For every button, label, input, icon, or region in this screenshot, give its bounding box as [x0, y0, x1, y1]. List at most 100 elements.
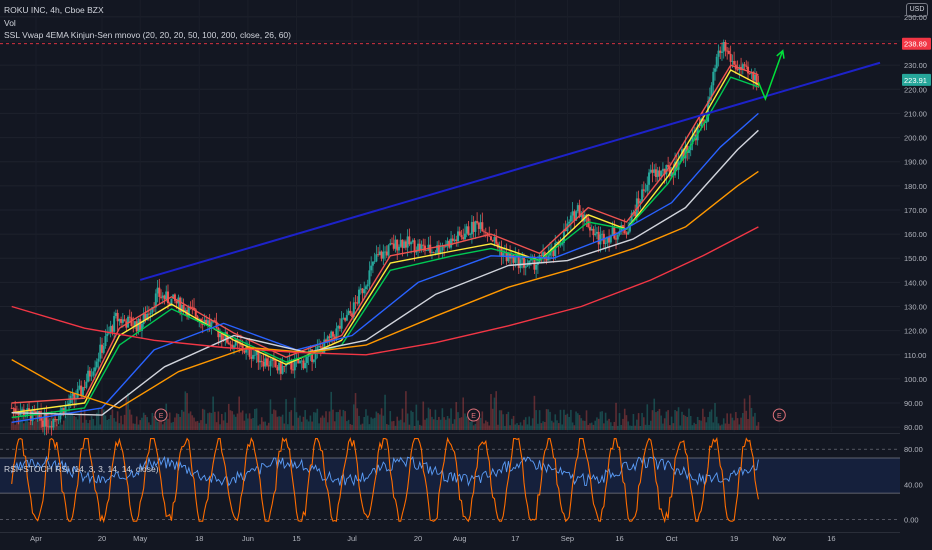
volume-bar — [254, 409, 256, 430]
volume-bar — [721, 424, 723, 430]
candle-body — [118, 319, 121, 322]
volume-bar — [125, 395, 128, 430]
candle-body — [580, 214, 583, 217]
volume-bar — [660, 415, 662, 430]
volume-bar — [596, 417, 598, 430]
candle-body — [689, 144, 692, 151]
volume-bar — [135, 416, 138, 430]
volume-bar — [663, 418, 666, 430]
candle-body — [573, 211, 576, 221]
candle-body — [641, 189, 644, 201]
volume-bar — [688, 408, 690, 430]
volume-bar — [71, 414, 74, 430]
candle-body — [35, 411, 37, 414]
candle-body — [55, 419, 58, 421]
volume-bar — [75, 416, 77, 430]
volume-bar — [205, 423, 207, 430]
volume-bar — [597, 418, 600, 430]
volume-bar — [537, 423, 539, 430]
volume-bar — [149, 424, 152, 430]
candle-body — [290, 360, 293, 370]
x-axis[interactable]: Apr 20 May 18 Jun 15 Jul 20 Aug 17 Sep 16 Oct 19 Nov 16 — [30, 534, 835, 543]
projection-arrowhead — [776, 49, 785, 59]
price-tag-background — [902, 37, 931, 50]
candle-body — [391, 243, 394, 244]
candle-body — [562, 229, 565, 243]
volume-legend: Vol — [4, 18, 16, 28]
volume-bar — [326, 422, 329, 430]
volume-bar — [76, 419, 79, 430]
x-tick-label: 19 — [730, 534, 738, 543]
candle-body — [172, 294, 175, 299]
volume-bar — [616, 425, 619, 430]
volume-bar — [471, 416, 473, 430]
candle-body — [474, 221, 477, 232]
candle-body — [109, 325, 112, 333]
candle-body — [545, 259, 548, 261]
volume-bar — [281, 414, 284, 430]
candle-body — [292, 369, 295, 371]
volume-bar — [747, 419, 749, 430]
trendline-layer[interactable] — [139, 49, 881, 281]
volume-bar — [719, 425, 722, 430]
volume-bar — [302, 416, 305, 430]
volume-bar — [80, 407, 82, 430]
candle-body — [661, 168, 664, 171]
candle-body — [753, 74, 756, 81]
volume-bar — [215, 422, 218, 430]
volume-bar — [247, 418, 249, 430]
candle-body — [691, 135, 694, 145]
candle-body — [422, 244, 425, 246]
volume-bar — [288, 411, 291, 430]
volume-bar — [359, 424, 362, 430]
volume-bar — [186, 393, 188, 430]
volume-bar — [325, 411, 327, 430]
volume-bar — [696, 416, 699, 430]
volume-bar — [566, 413, 569, 430]
volume-bar — [608, 418, 610, 430]
candle-body — [408, 236, 411, 245]
volume-bar — [229, 410, 232, 430]
candle-body — [736, 69, 739, 71]
candle-body — [748, 73, 751, 75]
volume-bar — [14, 424, 16, 430]
volume-bar — [354, 393, 357, 430]
volume-bar — [589, 423, 591, 430]
volume-bar — [568, 416, 570, 430]
volume-bar — [200, 420, 202, 430]
currency-button[interactable]: USD — [906, 3, 928, 17]
price-tag-label: 238.89 — [904, 40, 927, 49]
y-axis[interactable]: 250.00240.00230.00220.00210.00200.00190.… — [0, 0, 932, 533]
volume-bar — [167, 418, 169, 430]
candle-body — [318, 346, 321, 347]
candle-body — [646, 184, 649, 191]
volume-bar — [498, 410, 501, 430]
candle-body — [757, 84, 760, 86]
volume-bar — [486, 421, 489, 430]
candle-body — [675, 161, 678, 170]
candle-body — [444, 246, 447, 247]
candle-body — [446, 240, 449, 247]
volume-bar — [436, 420, 438, 430]
volume-bar — [188, 413, 190, 430]
volume-bar — [603, 423, 605, 430]
volume-bar — [33, 421, 36, 430]
volume-bar — [682, 414, 685, 430]
volume-bar — [403, 422, 405, 430]
candle-body — [526, 265, 529, 267]
volume-bar — [406, 413, 409, 430]
volume-bar — [677, 407, 680, 430]
volume-bar — [144, 414, 147, 430]
volume-bar — [610, 422, 612, 430]
candle-body — [637, 198, 640, 204]
volume-bar — [742, 413, 744, 430]
x-tick-label: Apr — [30, 534, 42, 543]
y-tick-label: 120.00 — [904, 327, 927, 336]
volume-bar — [493, 397, 496, 430]
candle-body — [41, 420, 44, 427]
candle-body — [595, 231, 598, 234]
volume-bar — [563, 409, 565, 430]
candle-body — [88, 370, 91, 377]
